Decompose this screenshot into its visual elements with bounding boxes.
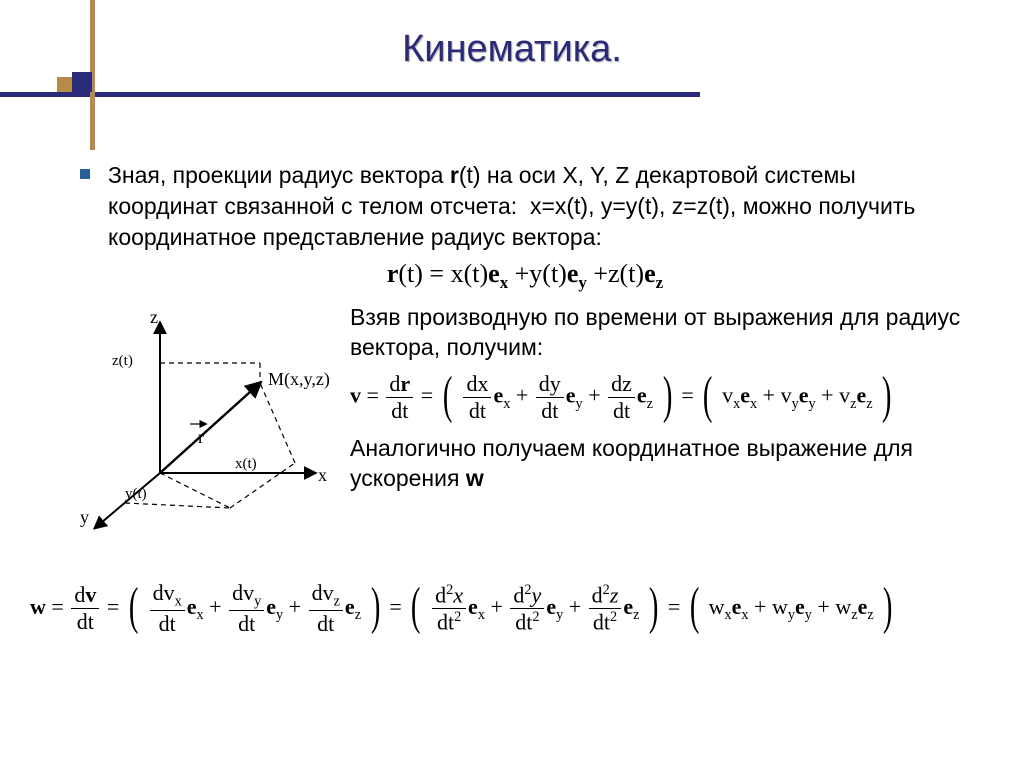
- y-label: y: [80, 507, 89, 527]
- right-column: Взяв производную по времени от выражения…: [340, 303, 970, 502]
- x-label: x: [318, 465, 327, 485]
- accent-square-gold: [57, 77, 72, 92]
- bullet-icon: [80, 169, 90, 179]
- slide-title: Кинематика.: [0, 28, 1024, 71]
- accent-square-dark: [72, 72, 92, 92]
- deriv-text: Взяв производную по времени от выражения…: [350, 303, 970, 363]
- accent-bar-horizontal: [0, 92, 700, 97]
- row-diagram-and-deriv: z x y r M(x,y,z) z(t): [80, 303, 970, 543]
- equation-r: r(t) = x(t)ex +y(t)ey +z(t)ez: [80, 259, 970, 293]
- z-label: z: [150, 307, 158, 327]
- accel-text: Аналогично получаем координатное выражен…: [350, 434, 970, 494]
- xt-label: x(t): [235, 456, 257, 472]
- yt-label: y(t): [125, 486, 147, 502]
- intro-text: Зная, проекции радиус вектора r(t) на ос…: [108, 160, 970, 253]
- equation-w: w = dvdt = ( dvxdtex + dvydtey + dvzdtez…: [30, 580, 1010, 637]
- content-area: Зная, проекции радиус вектора r(t) на ос…: [80, 160, 970, 543]
- zt-label: z(t): [112, 353, 133, 369]
- equation-v: v = drdt = ( dxdtex + dydtey + dzdtez ) …: [350, 371, 970, 424]
- coordinate-diagram: z x y r M(x,y,z) z(t): [80, 303, 340, 543]
- r-bold: r: [450, 162, 459, 188]
- r-sym: r: [387, 259, 399, 288]
- bullet-paragraph: Зная, проекции радиус вектора r(t) на ос…: [80, 160, 970, 253]
- point-M: M(x,y,z): [268, 369, 330, 390]
- r-vec-label: r: [198, 427, 204, 447]
